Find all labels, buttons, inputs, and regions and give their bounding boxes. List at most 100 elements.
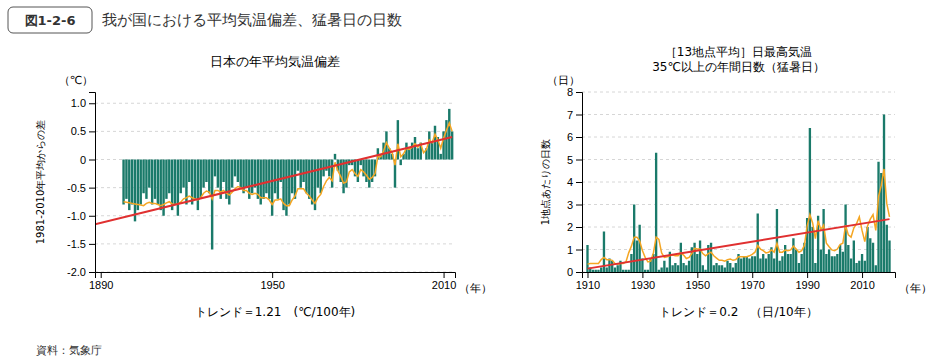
bar <box>122 160 124 205</box>
bar <box>268 160 270 199</box>
bar <box>265 160 267 194</box>
y-tick: 4 <box>567 176 582 188</box>
bar <box>855 263 857 272</box>
y-tick: -0.5 <box>67 182 95 194</box>
bar <box>308 160 310 199</box>
y-tick: 8 <box>567 86 582 98</box>
bar <box>704 270 706 272</box>
x-tick: 1950 <box>260 272 284 291</box>
bar <box>617 265 619 272</box>
bar <box>647 270 649 272</box>
grid-line <box>95 131 455 132</box>
chart-title: ［13地点平均］日最高気温 <box>665 45 812 59</box>
bar <box>831 256 833 272</box>
y-tick-mark <box>89 244 95 245</box>
grid-line <box>95 103 455 104</box>
trend-label: トレンド＝0.2 （日/10年） <box>659 305 817 319</box>
bar <box>177 160 179 216</box>
grid <box>95 103 455 272</box>
bar <box>839 245 841 272</box>
bar <box>142 160 144 194</box>
bar <box>320 160 322 194</box>
x-tick-mark <box>807 272 808 278</box>
y-axis-line <box>576 93 583 273</box>
bar <box>211 160 213 250</box>
bar <box>875 265 877 272</box>
bar <box>614 268 616 273</box>
bar <box>787 254 789 272</box>
trend-line <box>95 137 452 224</box>
x-tick: 2010 <box>432 272 456 291</box>
bar <box>274 160 276 194</box>
bar <box>751 256 753 272</box>
bar <box>208 160 210 194</box>
x-tick-mark <box>862 272 863 278</box>
chart-root: 図1-2-6我が国における平均気温偏差、猛暑日の日数資料：気象庁18901950… <box>0 0 949 363</box>
x-tick-mark <box>272 272 273 278</box>
bar <box>833 256 835 272</box>
bar <box>768 254 770 272</box>
x-tick-label: 1910 <box>576 279 600 291</box>
bar <box>592 270 594 272</box>
bar <box>702 265 704 272</box>
bar <box>628 270 630 272</box>
bar <box>600 268 602 273</box>
bar <box>658 270 660 272</box>
x-axis: 191019301950197019902010 <box>576 272 896 291</box>
bar <box>822 209 824 272</box>
bar <box>762 254 764 272</box>
bar <box>713 265 715 272</box>
x-axis: 189019502010 <box>89 272 456 291</box>
bar <box>671 265 673 272</box>
y-unit: （℃） <box>59 74 93 87</box>
x-tick-mark <box>444 272 445 278</box>
bar <box>611 261 613 272</box>
bar <box>422 159 424 160</box>
trend-label: トレンド＝1.21 (℃/100年) <box>195 305 356 319</box>
bar <box>696 254 698 272</box>
y-tick-label: -1.5 <box>67 238 86 250</box>
bar <box>847 245 849 272</box>
x-tick-label: 1990 <box>795 279 819 291</box>
bar <box>231 160 233 188</box>
bar <box>814 263 816 272</box>
bar <box>735 263 737 272</box>
y-tick-label: 0 <box>567 266 573 278</box>
bar <box>836 254 838 272</box>
bar <box>134 160 136 222</box>
bar <box>414 137 416 160</box>
bar <box>151 160 153 205</box>
x-tick-label: 1930 <box>631 279 655 291</box>
bar <box>317 160 319 188</box>
bar <box>685 265 687 272</box>
bar <box>825 254 827 272</box>
y-tick: -1.0 <box>67 210 95 222</box>
bar <box>188 160 190 183</box>
bar <box>776 209 778 272</box>
bar <box>644 270 646 272</box>
bar <box>883 115 885 273</box>
bar <box>663 261 665 272</box>
bar <box>781 256 783 272</box>
bar <box>798 263 800 272</box>
bar <box>779 261 781 272</box>
y-tick-label: -1.0 <box>67 210 86 222</box>
bar <box>795 250 797 273</box>
y-tick-label: 6 <box>567 131 573 143</box>
bar <box>638 225 640 272</box>
y-tick: 5 <box>567 154 582 166</box>
line <box>587 169 889 264</box>
bar <box>869 238 871 272</box>
bar <box>748 259 750 273</box>
y-tick-label: -2.0 <box>67 266 86 278</box>
bar <box>240 160 242 188</box>
bar <box>759 259 761 273</box>
bar <box>784 245 786 272</box>
bar <box>622 270 624 272</box>
plot-marks <box>586 115 890 273</box>
x-axis-title: （年） <box>899 282 932 295</box>
bar <box>666 268 668 273</box>
y-tick: -1.5 <box>67 238 95 250</box>
y-axis: 012345678 <box>567 86 583 278</box>
y-axis-title: 1981-2010年平均からの差 <box>35 120 46 245</box>
